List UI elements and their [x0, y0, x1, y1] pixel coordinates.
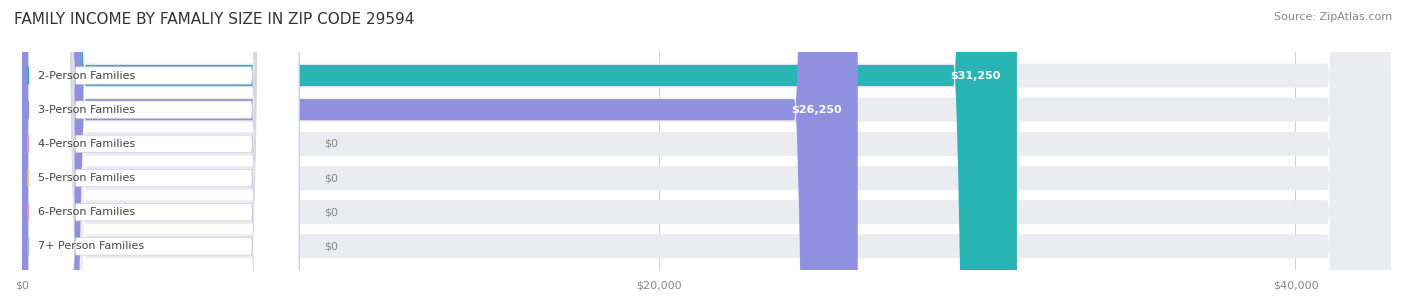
- FancyBboxPatch shape: [28, 0, 299, 305]
- FancyBboxPatch shape: [28, 0, 299, 305]
- FancyBboxPatch shape: [28, 0, 299, 305]
- Text: $0: $0: [325, 139, 339, 149]
- Text: Source: ZipAtlas.com: Source: ZipAtlas.com: [1274, 12, 1392, 22]
- FancyBboxPatch shape: [28, 0, 299, 305]
- Text: 4-Person Families: 4-Person Families: [38, 139, 135, 149]
- Text: $26,250: $26,250: [792, 105, 842, 115]
- Text: $0: $0: [325, 207, 339, 217]
- Text: $0: $0: [325, 173, 339, 183]
- Text: 3-Person Families: 3-Person Families: [38, 105, 135, 115]
- Text: $0: $0: [325, 241, 339, 251]
- FancyBboxPatch shape: [22, 0, 1391, 305]
- Text: FAMILY INCOME BY FAMALIY SIZE IN ZIP CODE 29594: FAMILY INCOME BY FAMALIY SIZE IN ZIP COD…: [14, 12, 415, 27]
- Text: $31,250: $31,250: [950, 70, 1001, 81]
- FancyBboxPatch shape: [22, 0, 1391, 305]
- FancyBboxPatch shape: [22, 0, 1391, 305]
- FancyBboxPatch shape: [22, 0, 1017, 305]
- FancyBboxPatch shape: [22, 0, 1391, 305]
- FancyBboxPatch shape: [28, 0, 299, 305]
- Text: 6-Person Families: 6-Person Families: [38, 207, 135, 217]
- FancyBboxPatch shape: [28, 0, 299, 305]
- Text: 7+ Person Families: 7+ Person Families: [38, 241, 143, 251]
- FancyBboxPatch shape: [22, 0, 1391, 305]
- Text: 5-Person Families: 5-Person Families: [38, 173, 135, 183]
- FancyBboxPatch shape: [22, 0, 1391, 305]
- Text: 2-Person Families: 2-Person Families: [38, 70, 135, 81]
- FancyBboxPatch shape: [22, 0, 858, 305]
